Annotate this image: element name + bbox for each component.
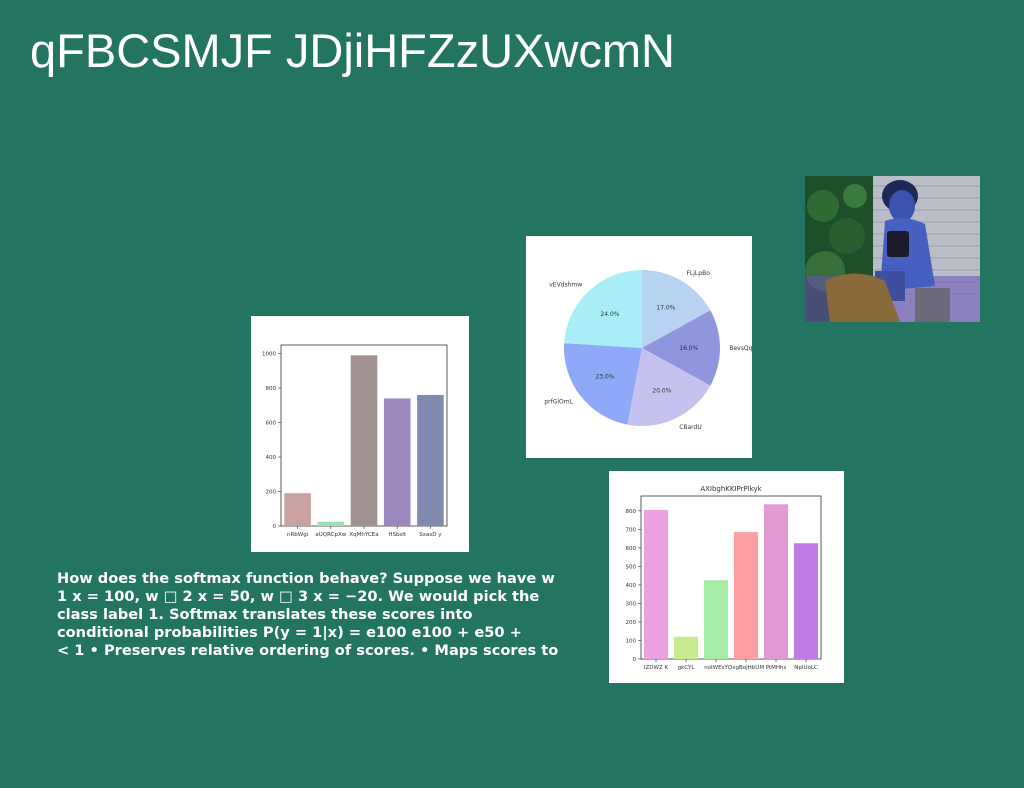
body-line: 1 x = 100, w □ 2 x = 50, w □ 3 x = −20. … <box>57 588 540 605</box>
bar-left-ytick-label: 600 <box>266 421 277 427</box>
bar-right-bar <box>644 509 668 659</box>
pie-slice-label: BevsQqVODf <box>729 345 752 352</box>
pie-slice-label: vEVdshmw <box>549 281 582 288</box>
bar-chart-right-svg: AXIbghKKIPrPlkyk 0 100 200 300 400 500 600 700 80… <box>626 485 822 671</box>
photo-illustration <box>805 176 980 322</box>
bar-left-bar <box>317 521 345 526</box>
pie-pct-label: 17.0% <box>656 305 675 312</box>
body-line: < 1 • Preserves relative ordering of sco… <box>57 642 559 659</box>
body-line: How does the softmax function behave? Su… <box>57 570 555 587</box>
bar-right-xtick-label: QxgBojHbUM <box>728 665 764 671</box>
bar-right-ytick-label: 300 <box>626 601 637 607</box>
bar-right-ytick-label: 0 <box>633 657 637 663</box>
pie-slice <box>564 343 642 425</box>
bar-left-bar <box>417 394 444 526</box>
bar-right-bar <box>794 543 818 659</box>
body-text: How does the softmax function behave? Su… <box>57 570 617 660</box>
bar-chart-right: AXIbghKKIPrPlkyk 0 100 200 300 400 500 600 700 80… <box>609 471 844 683</box>
bar-left-ytick-label: 800 <box>266 386 277 392</box>
bar-right-bar <box>704 580 728 659</box>
bar-right-title: AXIbghKKIPrPlkyk <box>700 485 762 493</box>
bar-right-ytick-label: 500 <box>626 564 637 570</box>
bar-left-bar <box>350 355 378 526</box>
pie-chart: 17.0% FLjLpBo 16.0% BevsQqVODf 20.0% CBardU 23… <box>526 236 752 458</box>
pie-pct-label: 20.0% <box>652 387 671 394</box>
bar-left-bar <box>383 398 411 526</box>
bar-right-xtick-label: noIWEsY <box>704 665 728 671</box>
bar-left-xtick-label: nRbWgi <box>287 532 309 538</box>
bar-right-ytick-label: 200 <box>626 620 637 626</box>
pie-slice <box>627 348 711 426</box>
bar-left-xtick-label: aUQRCpXw <box>315 532 346 538</box>
bar-right-ytick-label: 600 <box>626 546 637 552</box>
bar-right-ytick-label: 400 <box>626 583 637 589</box>
bar-chart-left-svg: 0 200 400 600 800 1000 nRbWgi aUQRCpXw XqMhYCEa H… <box>262 344 448 538</box>
pie-pct-label: 16.0% <box>679 345 698 352</box>
bar-left-ytick-label: 200 <box>266 490 277 496</box>
pie-chart-svg: 17.0% FLjLpBo 16.0% BevsQqVODf 20.0% CBardU 23… <box>544 270 752 431</box>
bar-right-xtick-label: PtMHhs <box>766 665 787 671</box>
pie-slice <box>642 310 720 386</box>
bar-right-plot-frame <box>640 495 822 660</box>
bar-right-ytick-label: 800 <box>626 509 637 515</box>
pie-slice <box>642 270 711 348</box>
pie-slice-label: CBardU <box>679 424 702 431</box>
bar-left-ytick-label: 0 <box>273 524 277 530</box>
pie-slice-label: FLjLpBo <box>686 270 710 277</box>
bar-right-xtick-label: NpIUoLC <box>794 665 818 671</box>
bar-left-bar <box>284 493 311 526</box>
pie-pct-label: 23.0% <box>595 374 614 381</box>
person-with-camera-photo <box>805 176 980 322</box>
bar-left-xtick-label: SxasD y <box>419 532 442 538</box>
bar-right-bar <box>764 504 788 659</box>
bar-right-xtick-label: IZDWZ K <box>644 665 669 671</box>
bar-left-xtick-label: HSbsIt <box>388 532 407 538</box>
body-line: conditional probabilities P(y = 1|x) = e… <box>57 624 522 641</box>
pie-pct-label: 24.0% <box>600 311 619 318</box>
bar-right-bar <box>674 636 698 659</box>
bar-left-ytick-label: 400 <box>266 455 277 461</box>
bar-right-ytick-label: 700 <box>626 527 637 533</box>
pie-slice-label: prfGlOmL <box>544 399 573 406</box>
bar-right-bar <box>734 532 758 659</box>
body-line: class label 1. Softmax translates these … <box>57 606 473 623</box>
bar-right-ytick-label: 100 <box>626 638 637 644</box>
bar-left-xtick-label: XqMhYCEa <box>349 532 378 538</box>
slide-title: qFBCSMJF JDjiHFZzUXwcmN <box>30 24 675 77</box>
bar-left-ytick-label: 1000 <box>262 352 276 358</box>
bar-right-xtick-label: gkCYL <box>678 665 696 671</box>
pie-slice <box>564 270 642 348</box>
bar-chart-left: 0 200 400 600 800 1000 nRbWgi aUQRCpXw XqMhYCEa H… <box>251 316 469 552</box>
